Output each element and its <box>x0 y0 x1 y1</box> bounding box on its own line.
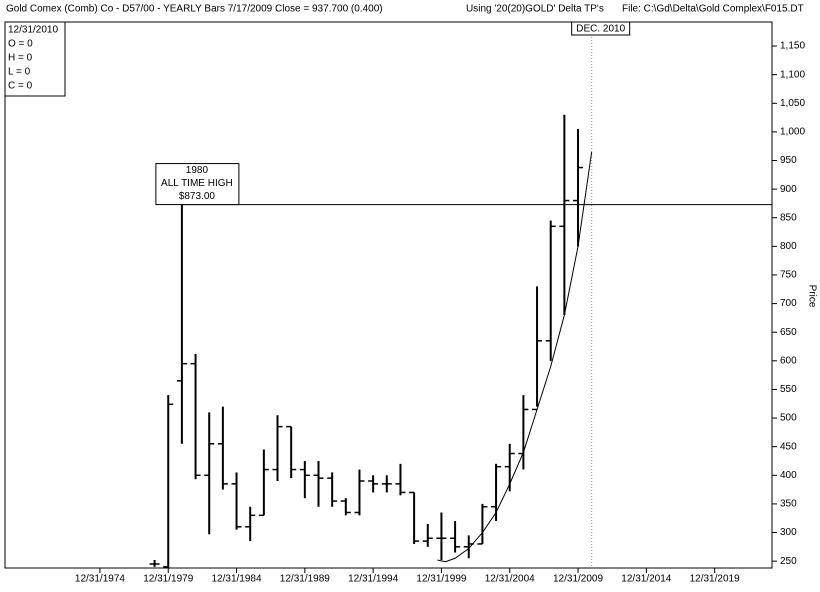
x-tick-label: 12/31/2014 <box>621 574 671 585</box>
y-tick-label: 400 <box>780 470 797 481</box>
y-tick-label: 450 <box>780 441 797 452</box>
vline-label: DEC. 2010 <box>576 24 625 35</box>
annotation-text: ALL TIME HIGH <box>161 178 233 189</box>
annotation-box <box>155 163 240 206</box>
info-text: H = 0 <box>8 53 33 64</box>
x-tick-label: 12/31/2009 <box>553 574 603 585</box>
y-tick-label: 550 <box>780 384 797 395</box>
y-tick-label: 250 <box>780 556 797 567</box>
x-tick-label: 12/31/1979 <box>143 574 193 585</box>
info-text: C = 0 <box>8 81 33 92</box>
y-tick-label: 350 <box>780 499 797 510</box>
trend-curve <box>437 151 593 563</box>
y-tick-label: 1,100 <box>780 69 805 80</box>
x-tick-label: 12/31/1999 <box>416 574 466 585</box>
info-text: L = 0 <box>8 67 31 78</box>
x-tick-label: 12/31/2004 <box>485 574 535 585</box>
y-tick-label: 850 <box>780 212 797 223</box>
file-path: File: C:\Gd\Delta\Gold Complex\F015.DT <box>622 4 804 15</box>
y-tick-label: 650 <box>780 327 797 338</box>
x-tick-label: 12/31/1974 <box>75 574 125 585</box>
info-text: O = 0 <box>8 39 33 50</box>
x-tick-label: 12/31/1989 <box>280 574 330 585</box>
y-tick-label: 700 <box>780 298 797 309</box>
y-tick-label: 300 <box>780 527 797 538</box>
y-tick-label: 950 <box>780 155 797 166</box>
y-tick-label: 1,150 <box>780 41 805 52</box>
annotation-text: $873.00 <box>179 191 216 202</box>
vline-label-box <box>571 21 631 36</box>
chart-title: Gold Comex (Comb) Co - D57/00 - YEARLY B… <box>6 4 383 15</box>
y-tick-label: 900 <box>780 184 797 195</box>
info-text: 12/31/2010 <box>8 25 58 36</box>
plot-area <box>149 22 772 568</box>
y-tick-label: 750 <box>780 270 797 281</box>
x-tick-label: 12/31/1984 <box>212 574 262 585</box>
info-box <box>4 21 66 97</box>
y-tick-label: 1,050 <box>780 98 805 109</box>
x-tick-label: 12/31/2019 <box>690 574 740 585</box>
y-axis-label: Price <box>806 285 817 308</box>
study-name: Using '20(20)GOLD' Delta TP's <box>466 4 604 15</box>
y-tick-label: 800 <box>780 241 797 252</box>
y-tick-label: 500 <box>780 413 797 424</box>
y-tick-label: 1,000 <box>780 127 805 138</box>
x-tick-label: 12/31/1994 <box>348 574 398 585</box>
annotation-text: 1980 <box>186 165 209 176</box>
y-tick-label: 600 <box>780 355 797 366</box>
plot-frame <box>4 21 773 569</box>
